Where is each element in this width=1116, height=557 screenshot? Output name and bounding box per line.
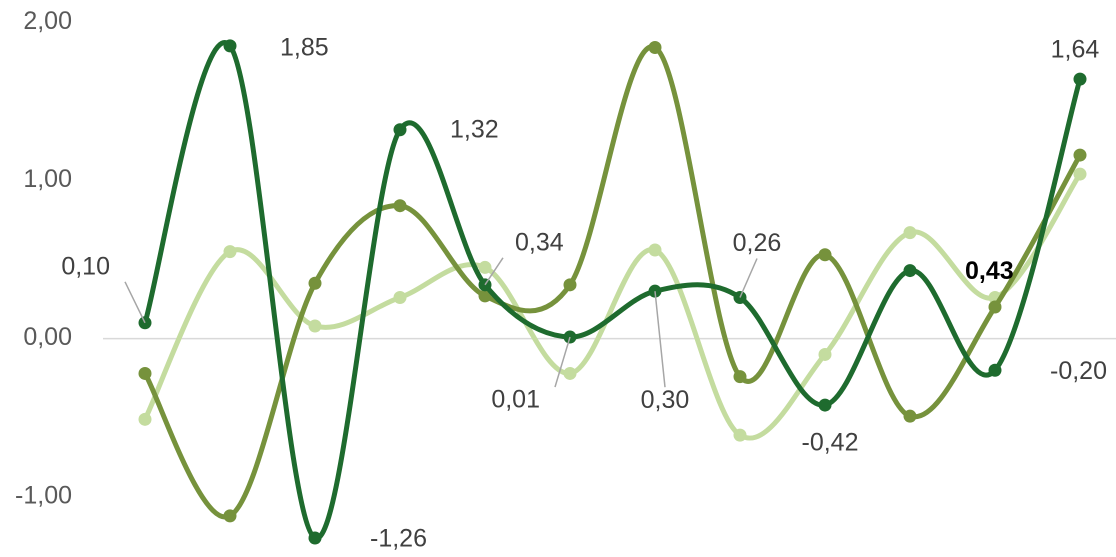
data-label: 0,10 [61,252,110,280]
data-point [648,40,662,54]
data-point [648,243,662,257]
data-point [223,39,237,53]
data-point [308,276,322,290]
data-point [478,289,492,303]
leader-line [554,336,571,388]
series-line [142,40,1083,541]
data-label: 0,26 [733,229,782,257]
data-point [988,300,1002,314]
data-point [818,248,832,262]
data-point [903,409,917,423]
data-label: 1,64 [1051,36,1100,64]
data-label: 0,34 [515,228,564,256]
data-point [733,370,747,384]
data-point [393,290,407,304]
data-point [903,264,917,278]
y-tick-label: 1,00 [23,165,72,193]
data-point [1073,148,1087,162]
data-label: 0,30 [641,386,690,414]
data-label: 1,85 [280,33,329,61]
data-point [308,319,322,333]
series-line [142,171,1083,441]
leader-line [124,281,146,324]
data-point [393,199,407,213]
data-point [393,123,407,137]
leader-line [654,291,666,388]
data-point [478,260,492,274]
data-point [988,363,1002,377]
leader-line [484,257,504,286]
leader-line [739,258,758,298]
data-point [1073,72,1087,86]
data-point [733,428,747,442]
data-point [818,347,832,361]
data-point [1073,167,1087,181]
data-point [138,366,152,380]
data-point [138,412,152,426]
data-label: 0,01 [491,386,540,414]
data-label: 0,43 [965,257,1014,285]
data-label: -0,42 [802,429,859,457]
data-point [903,226,917,240]
data-point [223,509,237,523]
y-tick-label: 2,00 [23,7,72,35]
data-label: 1,32 [450,115,499,143]
y-tick-label: 0,00 [23,323,72,351]
data-point [818,398,832,412]
series-line [142,44,1083,520]
data-point [563,278,577,292]
data-point [223,245,237,259]
data-point [563,366,577,380]
y-tick-label: -1,00 [15,481,72,509]
data-point [308,531,322,545]
data-label: -1,26 [370,525,427,553]
data-label: -0,20 [1050,357,1107,385]
